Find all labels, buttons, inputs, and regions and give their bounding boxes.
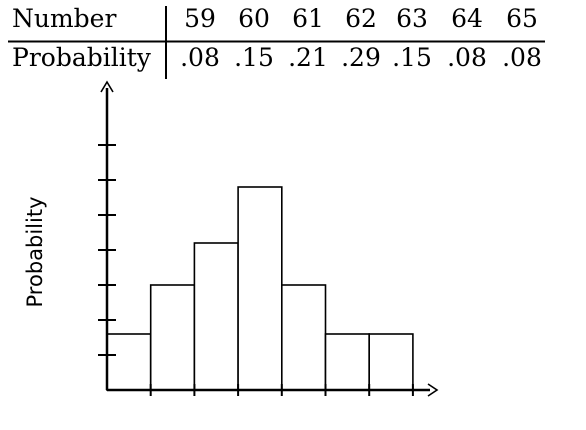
table-number-cells: 59 60 61 62 63 64 65	[184, 4, 538, 33]
table-probability-cell: .15	[392, 43, 432, 72]
table-number-cell: 62	[345, 4, 377, 33]
histogram-bar-59	[106, 333, 152, 391]
x-axis-ticks	[149, 384, 414, 396]
histogram-bar-65	[368, 333, 414, 391]
table-probability-cell: .21	[288, 43, 328, 72]
y-axis-label: Probability	[23, 196, 47, 307]
y-axis-ticks	[98, 144, 116, 356]
table-number-cell: 59	[184, 4, 216, 33]
histogram-bar-62	[237, 186, 283, 391]
histogram-bars	[106, 186, 414, 391]
table-number-cell: 64	[451, 4, 483, 33]
table-probability-cell: .08	[447, 43, 487, 72]
table-probability-cells: .08 .15 .21 .29 .15 .08 .08	[180, 43, 542, 72]
histogram-chart: Probability	[23, 80, 439, 397]
x-axis-arrow-icon	[427, 383, 439, 397]
histogram-bar-64	[324, 333, 371, 391]
histogram-bar-60	[149, 284, 196, 391]
table-number-cell: 60	[238, 4, 270, 33]
table-probability-cell: .08	[502, 43, 542, 72]
table-number-cell: 63	[396, 4, 428, 33]
table-number-cell: 65	[506, 4, 538, 33]
y-axis-arrow-icon	[100, 80, 114, 93]
table-probability-cell: .29	[341, 43, 381, 72]
table-probability-cell: .15	[234, 43, 274, 72]
table-probability-cell: .08	[180, 43, 220, 72]
table-row-label-probability: Probability	[12, 43, 152, 72]
table-number-cell: 61	[292, 4, 324, 33]
table-row-label-number: Number	[12, 4, 116, 33]
probability-table: Number Probability 59 60 61 62 63 64 65 .08 .15…	[8, 4, 545, 79]
histogram-bar-63	[280, 284, 327, 391]
histogram-bar-61	[193, 242, 239, 391]
